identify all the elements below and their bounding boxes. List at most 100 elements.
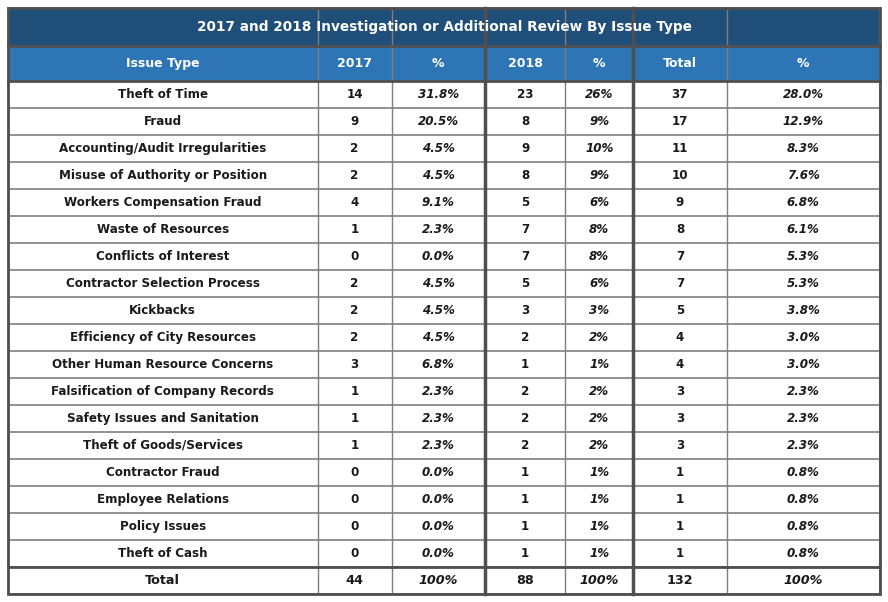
Bar — [726, 351, 880, 378]
Bar — [565, 324, 633, 351]
Text: 2: 2 — [351, 304, 359, 317]
Text: 2: 2 — [351, 169, 359, 182]
Bar — [633, 108, 726, 135]
Text: 5: 5 — [676, 304, 684, 317]
Text: Workers Compensation Fraud: Workers Compensation Fraud — [64, 196, 262, 209]
Text: 20.5%: 20.5% — [417, 115, 459, 128]
Bar — [633, 378, 726, 405]
Text: 2: 2 — [521, 331, 529, 344]
Bar — [633, 405, 726, 432]
Bar — [8, 378, 318, 405]
Text: 1: 1 — [351, 412, 359, 425]
Text: 17: 17 — [671, 115, 688, 128]
Bar — [318, 351, 392, 378]
Text: Employee Relations: Employee Relations — [97, 493, 229, 506]
Bar — [392, 189, 485, 216]
Bar — [392, 135, 485, 162]
Text: 1%: 1% — [589, 466, 609, 479]
Text: 4: 4 — [351, 196, 359, 209]
Text: 1%: 1% — [589, 520, 609, 533]
Bar — [392, 459, 485, 486]
Text: Theft of Cash: Theft of Cash — [118, 547, 208, 560]
Bar — [565, 405, 633, 432]
Bar — [318, 270, 392, 297]
Text: 0.0%: 0.0% — [422, 493, 455, 506]
Text: 7: 7 — [676, 277, 684, 290]
Bar — [726, 432, 880, 459]
Text: 0.8%: 0.8% — [787, 466, 820, 479]
Bar — [633, 270, 726, 297]
Bar — [318, 405, 392, 432]
Text: 6.8%: 6.8% — [422, 358, 455, 371]
Text: 1: 1 — [351, 439, 359, 452]
Bar — [392, 162, 485, 189]
Bar — [485, 297, 565, 324]
Bar — [318, 540, 392, 567]
Text: 2.3%: 2.3% — [422, 412, 455, 425]
Bar — [565, 567, 633, 594]
Bar — [565, 378, 633, 405]
Text: 1%: 1% — [589, 493, 609, 506]
Text: Kickbacks: Kickbacks — [130, 304, 196, 317]
Bar — [565, 540, 633, 567]
Bar — [726, 270, 880, 297]
Text: 1: 1 — [521, 493, 529, 506]
Text: 0.8%: 0.8% — [787, 547, 820, 560]
Bar — [565, 162, 633, 189]
Bar — [392, 405, 485, 432]
Text: 4.5%: 4.5% — [422, 277, 455, 290]
Bar — [8, 46, 318, 81]
Bar — [485, 243, 565, 270]
Text: 12.9%: 12.9% — [782, 115, 824, 128]
Bar — [318, 81, 392, 108]
Bar — [8, 81, 318, 108]
Bar — [633, 162, 726, 189]
Bar — [318, 486, 392, 513]
Bar — [8, 297, 318, 324]
Text: 1: 1 — [676, 547, 684, 560]
Text: 2: 2 — [521, 412, 529, 425]
Text: 5.3%: 5.3% — [787, 277, 820, 290]
Text: Waste of Resources: Waste of Resources — [97, 223, 229, 236]
Bar — [392, 567, 485, 594]
Text: 9.1%: 9.1% — [422, 196, 455, 209]
Bar — [726, 405, 880, 432]
Bar — [633, 46, 726, 81]
Text: 0: 0 — [351, 250, 359, 263]
Text: 3: 3 — [676, 439, 684, 452]
Text: 3.0%: 3.0% — [787, 331, 820, 344]
Text: 2.3%: 2.3% — [787, 412, 820, 425]
Text: 100%: 100% — [783, 574, 823, 587]
Bar — [485, 486, 565, 513]
Text: 1: 1 — [351, 223, 359, 236]
Bar — [318, 162, 392, 189]
Bar — [633, 243, 726, 270]
Bar — [633, 459, 726, 486]
Text: 5.3%: 5.3% — [787, 250, 820, 263]
Bar — [392, 432, 485, 459]
Text: 37: 37 — [671, 88, 688, 101]
Bar — [485, 162, 565, 189]
Text: 4.5%: 4.5% — [422, 304, 455, 317]
Text: 2.3%: 2.3% — [422, 223, 455, 236]
Bar — [633, 513, 726, 540]
Text: 0.0%: 0.0% — [422, 547, 455, 560]
Text: 1: 1 — [521, 520, 529, 533]
Text: 0: 0 — [351, 493, 359, 506]
Text: 2%: 2% — [589, 439, 609, 452]
Bar — [726, 46, 880, 81]
Text: 6%: 6% — [589, 196, 609, 209]
Bar — [318, 432, 392, 459]
Text: Other Human Resource Concerns: Other Human Resource Concerns — [52, 358, 274, 371]
Text: 10: 10 — [671, 169, 688, 182]
Bar — [485, 270, 565, 297]
Text: 8: 8 — [521, 169, 529, 182]
Text: 7.6%: 7.6% — [787, 169, 820, 182]
Text: 4.5%: 4.5% — [422, 331, 455, 344]
Text: Theft of Time: Theft of Time — [118, 88, 208, 101]
Bar — [8, 486, 318, 513]
Text: 9%: 9% — [589, 169, 609, 182]
Text: %: % — [797, 57, 810, 70]
Text: 2.3%: 2.3% — [422, 385, 455, 398]
Bar — [485, 540, 565, 567]
